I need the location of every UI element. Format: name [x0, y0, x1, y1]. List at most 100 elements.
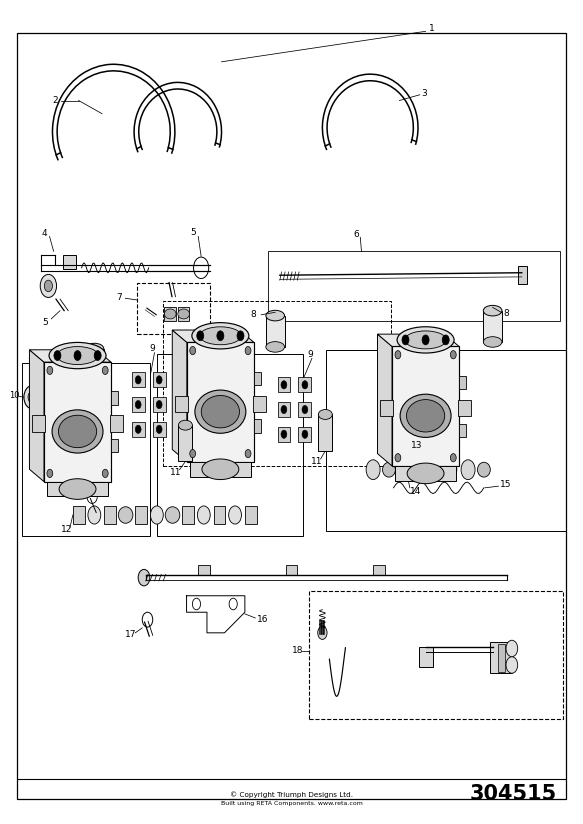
Circle shape	[461, 460, 475, 480]
Text: 3: 3	[421, 89, 427, 97]
Text: 5: 5	[42, 318, 48, 326]
Bar	[190, 461, 251, 476]
Bar	[392, 346, 459, 466]
Circle shape	[281, 381, 287, 389]
Bar	[47, 481, 108, 496]
Bar	[178, 307, 189, 321]
Bar	[153, 397, 166, 412]
Circle shape	[506, 640, 518, 657]
Bar	[132, 422, 145, 437]
Bar	[266, 316, 285, 347]
Circle shape	[422, 335, 429, 345]
Bar	[278, 377, 290, 392]
Circle shape	[190, 450, 195, 458]
Bar	[153, 372, 166, 387]
Bar	[198, 565, 210, 575]
Text: 1: 1	[429, 25, 434, 33]
Bar	[153, 422, 166, 437]
Circle shape	[138, 569, 150, 586]
Circle shape	[366, 460, 380, 480]
Ellipse shape	[192, 323, 249, 349]
Circle shape	[450, 453, 456, 461]
Ellipse shape	[202, 459, 239, 480]
Bar	[132, 397, 145, 412]
Bar	[213, 506, 225, 524]
Circle shape	[395, 351, 401, 359]
Circle shape	[318, 626, 327, 639]
Ellipse shape	[178, 309, 189, 319]
Text: 17: 17	[125, 630, 137, 639]
Bar	[318, 414, 332, 451]
Bar	[178, 425, 192, 461]
Text: 9: 9	[307, 350, 313, 358]
Bar	[459, 424, 466, 437]
Ellipse shape	[85, 375, 104, 385]
Bar	[245, 506, 257, 524]
Circle shape	[448, 463, 457, 476]
Ellipse shape	[483, 337, 502, 347]
Ellipse shape	[59, 479, 96, 499]
Polygon shape	[173, 330, 187, 461]
Ellipse shape	[85, 344, 104, 353]
Bar	[253, 396, 266, 412]
Polygon shape	[173, 330, 254, 343]
Circle shape	[506, 657, 518, 673]
Bar	[298, 427, 311, 442]
Circle shape	[88, 506, 101, 524]
Ellipse shape	[407, 463, 444, 484]
Circle shape	[442, 335, 449, 345]
Circle shape	[54, 351, 61, 361]
Polygon shape	[378, 335, 392, 466]
Circle shape	[302, 381, 308, 389]
Bar	[164, 307, 176, 321]
Text: 18: 18	[292, 646, 303, 654]
Ellipse shape	[57, 347, 99, 364]
Ellipse shape	[118, 507, 133, 523]
Bar	[298, 402, 311, 417]
Ellipse shape	[195, 390, 246, 433]
Circle shape	[402, 335, 409, 345]
Bar	[286, 565, 297, 575]
Circle shape	[47, 470, 53, 478]
Circle shape	[198, 506, 210, 524]
Bar	[85, 349, 104, 380]
Text: 8: 8	[504, 309, 510, 317]
Ellipse shape	[178, 420, 192, 430]
Bar	[298, 377, 311, 392]
Text: 15: 15	[500, 480, 511, 489]
Bar	[373, 565, 385, 575]
Ellipse shape	[318, 410, 332, 419]
Circle shape	[450, 351, 456, 359]
Ellipse shape	[382, 462, 395, 477]
Bar	[254, 372, 261, 385]
Text: 4: 4	[42, 229, 48, 237]
Ellipse shape	[477, 462, 490, 477]
Ellipse shape	[199, 327, 241, 344]
Bar	[175, 396, 188, 412]
Ellipse shape	[405, 331, 447, 349]
Circle shape	[217, 330, 224, 341]
Bar	[157, 354, 303, 536]
Bar	[137, 283, 210, 334]
Circle shape	[237, 330, 244, 341]
Bar	[326, 350, 566, 531]
Bar	[278, 402, 290, 417]
Circle shape	[156, 376, 162, 384]
Ellipse shape	[201, 396, 240, 428]
Text: 9: 9	[150, 344, 156, 353]
Ellipse shape	[49, 343, 106, 368]
Circle shape	[94, 351, 101, 361]
Ellipse shape	[397, 327, 454, 353]
Ellipse shape	[400, 394, 451, 438]
Bar	[490, 642, 512, 673]
Bar	[498, 644, 505, 672]
Bar	[395, 466, 456, 481]
Ellipse shape	[165, 507, 180, 523]
Circle shape	[135, 376, 141, 384]
Circle shape	[197, 330, 204, 341]
Bar	[380, 400, 393, 416]
Circle shape	[135, 425, 141, 433]
Ellipse shape	[266, 311, 285, 321]
Circle shape	[28, 391, 36, 403]
Bar	[63, 255, 76, 269]
